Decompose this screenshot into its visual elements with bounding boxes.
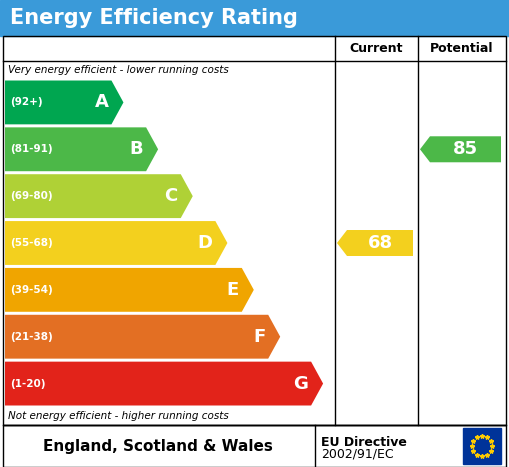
Text: Energy Efficiency Rating: Energy Efficiency Rating xyxy=(10,8,298,28)
Text: Current: Current xyxy=(350,42,403,55)
Text: Not energy efficient - higher running costs: Not energy efficient - higher running co… xyxy=(8,411,229,421)
Polygon shape xyxy=(5,221,228,265)
Text: C: C xyxy=(164,187,178,205)
Text: G: G xyxy=(293,375,308,393)
Text: 2002/91/EC: 2002/91/EC xyxy=(321,447,393,460)
Polygon shape xyxy=(5,174,193,218)
Text: (39-54): (39-54) xyxy=(10,285,53,295)
Text: (21-38): (21-38) xyxy=(10,332,53,342)
Polygon shape xyxy=(420,136,501,163)
Text: (81-91): (81-91) xyxy=(10,144,52,154)
Text: EU Directive: EU Directive xyxy=(321,437,407,450)
Text: England, Scotland & Wales: England, Scotland & Wales xyxy=(43,439,272,453)
Polygon shape xyxy=(5,80,124,124)
Bar xyxy=(3,36,506,425)
Polygon shape xyxy=(5,268,254,312)
Bar xyxy=(3,425,506,467)
Polygon shape xyxy=(5,361,323,405)
Text: (55-68): (55-68) xyxy=(10,238,53,248)
Bar xyxy=(0,0,509,36)
Text: E: E xyxy=(227,281,239,299)
Text: 85: 85 xyxy=(453,140,478,158)
Text: Potential: Potential xyxy=(430,42,494,55)
Text: D: D xyxy=(197,234,212,252)
Bar xyxy=(463,428,501,464)
Text: (1-20): (1-20) xyxy=(10,379,45,389)
Polygon shape xyxy=(5,315,280,359)
Polygon shape xyxy=(337,230,413,256)
Text: B: B xyxy=(129,140,143,158)
Text: A: A xyxy=(95,93,108,112)
Text: 68: 68 xyxy=(367,234,392,252)
Text: F: F xyxy=(253,328,265,346)
Polygon shape xyxy=(5,127,158,171)
Text: (92+): (92+) xyxy=(10,98,43,107)
Text: Very energy efficient - lower running costs: Very energy efficient - lower running co… xyxy=(8,65,229,75)
Text: (69-80): (69-80) xyxy=(10,191,52,201)
